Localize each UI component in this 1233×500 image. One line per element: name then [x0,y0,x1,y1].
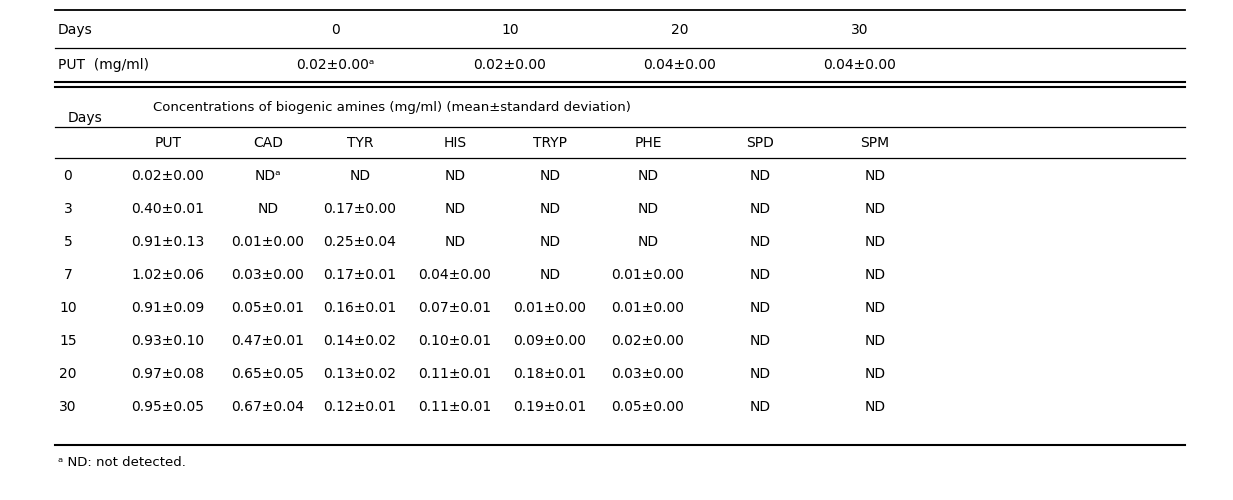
Text: 0.65±0.05: 0.65±0.05 [232,367,305,381]
Text: 0.04±0.00: 0.04±0.00 [824,58,896,72]
Text: ND: ND [750,268,771,282]
Text: 0.97±0.08: 0.97±0.08 [132,367,205,381]
Text: 10: 10 [501,23,519,37]
Text: SPM: SPM [861,136,889,150]
Text: 0.91±0.09: 0.91±0.09 [132,301,205,315]
Text: ND: ND [444,169,466,183]
Text: 0.19±0.01: 0.19±0.01 [513,400,587,414]
Text: 0.05±0.01: 0.05±0.01 [232,301,305,315]
Text: 3: 3 [64,202,73,216]
Text: ND: ND [864,235,885,249]
Text: ND: ND [540,235,561,249]
Text: 0.02±0.00: 0.02±0.00 [132,169,205,183]
Text: 0: 0 [64,169,73,183]
Text: 0.01±0.00: 0.01±0.00 [612,301,684,315]
Text: 5: 5 [64,235,73,249]
Text: ND: ND [750,367,771,381]
Text: 20: 20 [59,367,76,381]
Text: 0.17±0.01: 0.17±0.01 [323,268,397,282]
Text: 0: 0 [330,23,339,37]
Text: 0.01±0.00: 0.01±0.00 [232,235,305,249]
Text: ND: ND [864,400,885,414]
Text: ND: ND [444,202,466,216]
Text: 0.01±0.00: 0.01±0.00 [612,268,684,282]
Text: 0.04±0.00: 0.04±0.00 [644,58,716,72]
Text: 0.17±0.00: 0.17±0.00 [323,202,397,216]
Text: ND: ND [750,301,771,315]
Text: HIS: HIS [444,136,466,150]
Text: Days: Days [68,111,102,125]
Text: SPD: SPD [746,136,774,150]
Text: ND: ND [750,169,771,183]
Text: 0.11±0.01: 0.11±0.01 [418,367,492,381]
Text: 0.93±0.10: 0.93±0.10 [132,334,205,348]
Text: ND: ND [540,169,561,183]
Text: 30: 30 [59,400,76,414]
Text: 10: 10 [59,301,76,315]
Text: 1.02±0.06: 1.02±0.06 [132,268,205,282]
Text: 0.18±0.01: 0.18±0.01 [513,367,587,381]
Text: 0.11±0.01: 0.11±0.01 [418,400,492,414]
Text: 0.09±0.00: 0.09±0.00 [513,334,587,348]
Text: 0.40±0.01: 0.40±0.01 [132,202,205,216]
Text: 0.10±0.01: 0.10±0.01 [418,334,492,348]
Text: Concentrations of biogenic amines (mg/ml) (mean±standard deviation): Concentrations of biogenic amines (mg/ml… [153,100,631,114]
Text: TRYP: TRYP [533,136,567,150]
Text: Days: Days [58,23,92,37]
Text: 0.95±0.05: 0.95±0.05 [132,400,205,414]
Text: ND: ND [864,367,885,381]
Text: ND: ND [258,202,279,216]
Text: TYR: TYR [346,136,374,150]
Text: 0.14±0.02: 0.14±0.02 [323,334,397,348]
Text: 0.12±0.01: 0.12±0.01 [323,400,397,414]
Text: 30: 30 [851,23,869,37]
Text: 0.47±0.01: 0.47±0.01 [232,334,305,348]
Text: ND: ND [540,202,561,216]
Text: PHE: PHE [634,136,662,150]
Text: ND: ND [444,235,466,249]
Text: 0.02±0.00: 0.02±0.00 [473,58,546,72]
Text: 0.03±0.00: 0.03±0.00 [612,367,684,381]
Text: NDᵃ: NDᵃ [255,169,281,183]
Text: 0.05±0.00: 0.05±0.00 [612,400,684,414]
Text: 0.04±0.00: 0.04±0.00 [418,268,492,282]
Text: 0.07±0.01: 0.07±0.01 [418,301,492,315]
Text: 0.13±0.02: 0.13±0.02 [323,367,397,381]
Text: ND: ND [349,169,371,183]
Text: ND: ND [864,268,885,282]
Text: CAD: CAD [253,136,284,150]
Text: ND: ND [864,202,885,216]
Text: ND: ND [864,334,885,348]
Text: 0.16±0.01: 0.16±0.01 [323,301,397,315]
Text: PUT: PUT [154,136,181,150]
Text: 0.02±0.00: 0.02±0.00 [612,334,684,348]
Text: 15: 15 [59,334,76,348]
Text: ND: ND [750,235,771,249]
Text: 0.02±0.00ᵃ: 0.02±0.00ᵃ [296,58,374,72]
Text: 20: 20 [671,23,689,37]
Text: ND: ND [750,334,771,348]
Text: PUT  (mg/ml): PUT (mg/ml) [58,58,149,72]
Text: 0.01±0.00: 0.01±0.00 [513,301,587,315]
Text: 0.25±0.04: 0.25±0.04 [323,235,397,249]
Text: 0.03±0.00: 0.03±0.00 [232,268,305,282]
Text: ND: ND [637,235,658,249]
Text: 0.67±0.04: 0.67±0.04 [232,400,305,414]
Text: ND: ND [540,268,561,282]
Text: ND: ND [637,169,658,183]
Text: ND: ND [864,301,885,315]
Text: 7: 7 [64,268,73,282]
Text: 0.91±0.13: 0.91±0.13 [132,235,205,249]
Text: ND: ND [750,400,771,414]
Text: ᵃ ND: not detected.: ᵃ ND: not detected. [58,456,186,468]
Text: ND: ND [864,169,885,183]
Text: ND: ND [750,202,771,216]
Text: ND: ND [637,202,658,216]
